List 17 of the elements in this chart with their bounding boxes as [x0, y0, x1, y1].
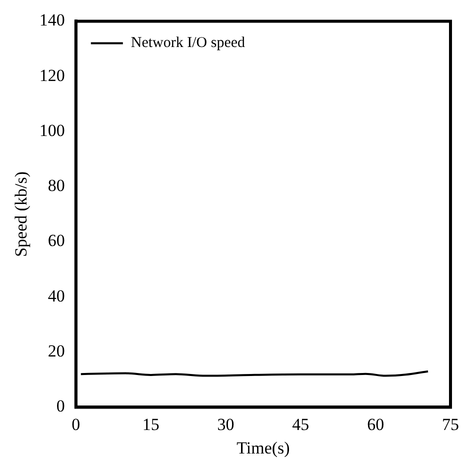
y-tick-label: 40	[48, 286, 65, 306]
x-tick-label: 45	[292, 414, 310, 434]
y-tick-label: 120	[39, 66, 65, 85]
x-tick-label: 75	[442, 414, 459, 434]
legend-label: Network I/O speed	[130, 35, 246, 52]
y-tick-label: 80	[48, 176, 65, 196]
x-tick-label: 0	[72, 414, 80, 434]
x-tick-label: 15	[142, 414, 160, 434]
y-axis-title: Speed (kb/s)	[12, 171, 31, 257]
x-axis-title: Time(s)	[236, 438, 290, 458]
y-tick-label: 100	[39, 120, 65, 140]
x-tick-label: 60	[367, 414, 384, 434]
y-tick-label: 20	[48, 342, 65, 361]
x-tick-label: 30	[217, 414, 234, 434]
y-tick-label: 140	[39, 10, 65, 30]
y-tick-label: 0	[56, 396, 65, 416]
y-tick-label: 60	[48, 231, 65, 250]
